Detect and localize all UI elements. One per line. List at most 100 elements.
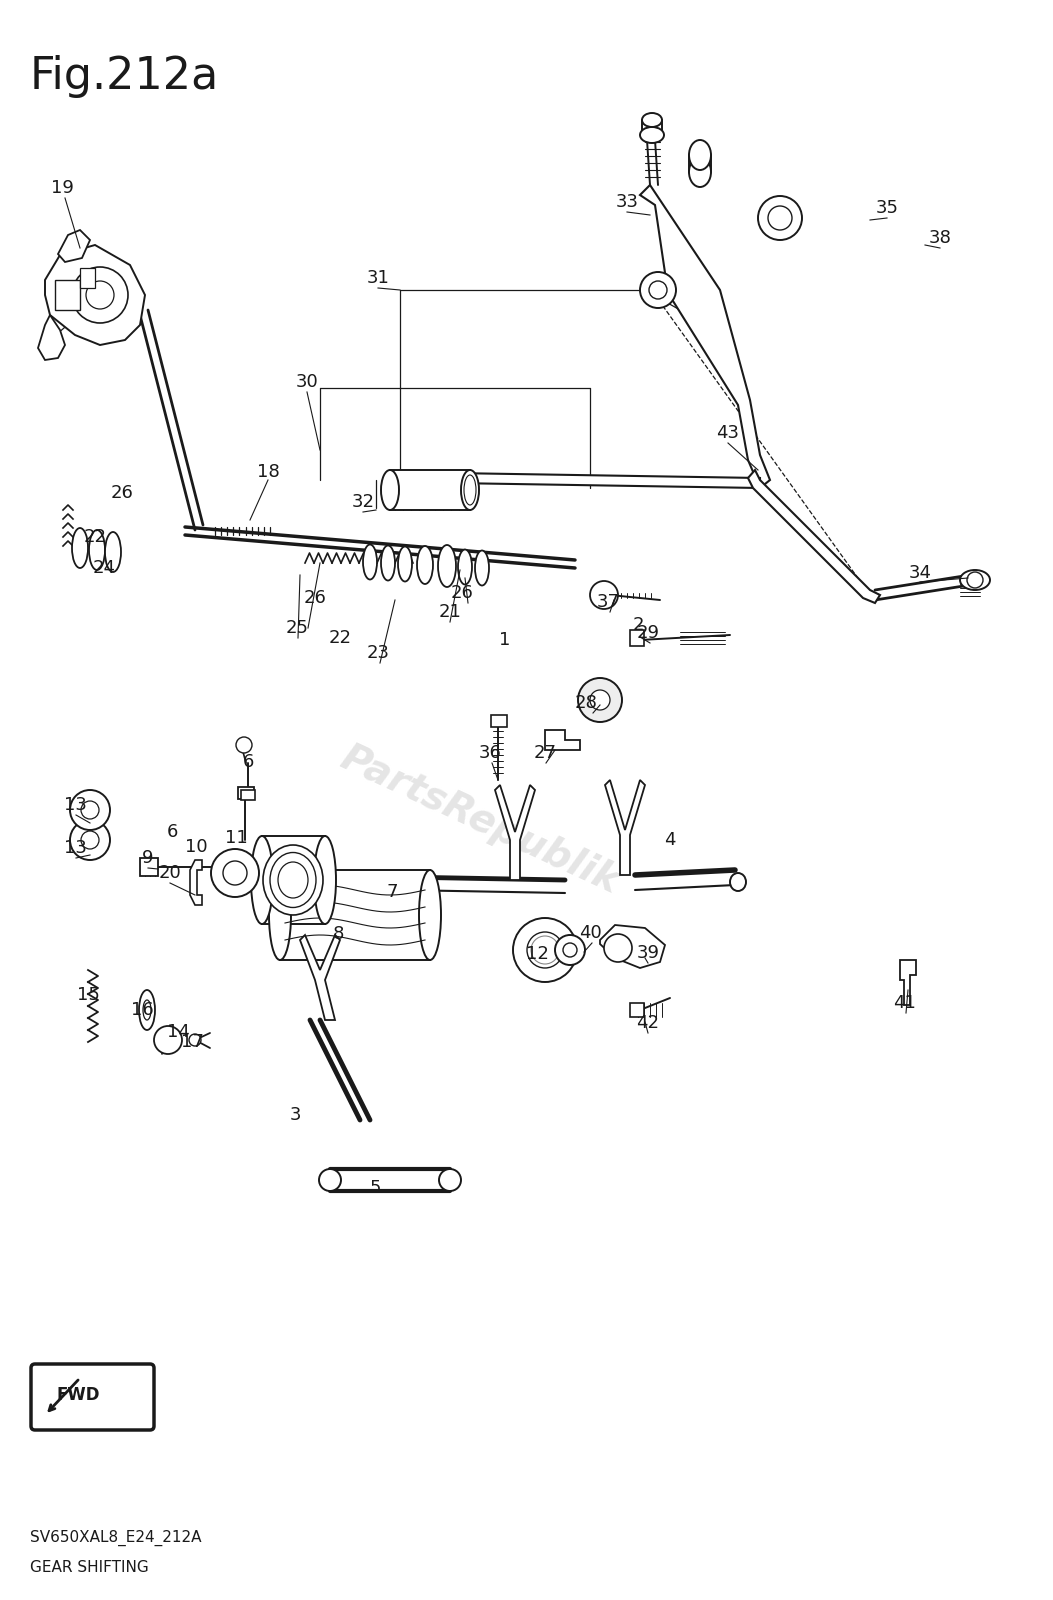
Ellipse shape xyxy=(314,835,336,925)
Text: 13: 13 xyxy=(63,795,86,814)
Bar xyxy=(262,835,325,925)
Text: 9: 9 xyxy=(142,850,154,867)
Text: 20: 20 xyxy=(159,864,181,882)
Polygon shape xyxy=(58,230,90,262)
Ellipse shape xyxy=(263,845,323,915)
Text: 26: 26 xyxy=(303,589,326,606)
Ellipse shape xyxy=(251,835,273,925)
Bar xyxy=(280,870,430,960)
Circle shape xyxy=(768,206,792,230)
Ellipse shape xyxy=(461,470,479,510)
Circle shape xyxy=(236,738,252,754)
Text: 35: 35 xyxy=(875,198,898,218)
Circle shape xyxy=(81,802,99,819)
Circle shape xyxy=(69,819,110,861)
Text: 28: 28 xyxy=(575,694,597,712)
Ellipse shape xyxy=(139,990,155,1030)
Bar xyxy=(630,1003,644,1018)
Circle shape xyxy=(649,282,667,299)
Ellipse shape xyxy=(417,546,433,584)
Circle shape xyxy=(513,918,577,982)
Circle shape xyxy=(188,1034,201,1046)
Ellipse shape xyxy=(438,546,456,587)
Text: 40: 40 xyxy=(579,925,601,942)
Ellipse shape xyxy=(278,862,307,898)
Text: 27: 27 xyxy=(534,744,556,762)
Text: 36: 36 xyxy=(478,744,501,762)
Text: 8: 8 xyxy=(333,925,343,942)
Circle shape xyxy=(81,830,99,850)
Polygon shape xyxy=(640,186,770,488)
Bar xyxy=(55,280,80,310)
Ellipse shape xyxy=(439,1170,461,1190)
Circle shape xyxy=(72,267,128,323)
Polygon shape xyxy=(605,781,645,875)
Text: 6: 6 xyxy=(242,754,254,771)
FancyBboxPatch shape xyxy=(31,1363,154,1430)
Text: 22: 22 xyxy=(329,629,352,646)
Polygon shape xyxy=(300,934,340,1021)
Ellipse shape xyxy=(689,141,711,170)
Text: 13: 13 xyxy=(63,838,86,858)
Ellipse shape xyxy=(419,870,441,960)
Circle shape xyxy=(590,581,618,610)
Bar xyxy=(140,858,158,877)
Ellipse shape xyxy=(689,157,711,187)
Bar xyxy=(491,715,506,726)
Text: 34: 34 xyxy=(909,565,932,582)
Text: 6: 6 xyxy=(166,822,178,842)
Circle shape xyxy=(86,282,114,309)
Polygon shape xyxy=(38,315,65,360)
Ellipse shape xyxy=(381,546,395,581)
Circle shape xyxy=(69,790,110,830)
Text: 16: 16 xyxy=(131,1002,154,1019)
Circle shape xyxy=(758,195,802,240)
Text: 10: 10 xyxy=(184,838,207,856)
Circle shape xyxy=(640,272,676,307)
Text: 25: 25 xyxy=(285,619,309,637)
Polygon shape xyxy=(545,730,580,750)
Text: PartsRepublik: PartsRepublik xyxy=(335,739,625,901)
Bar xyxy=(238,787,254,798)
Text: 19: 19 xyxy=(51,179,74,197)
Text: 21: 21 xyxy=(438,603,461,621)
Ellipse shape xyxy=(640,126,664,142)
Ellipse shape xyxy=(398,547,412,581)
Ellipse shape xyxy=(270,853,316,907)
Text: 14: 14 xyxy=(166,1022,190,1042)
Text: 29: 29 xyxy=(636,624,659,642)
Ellipse shape xyxy=(960,570,990,590)
Text: 22: 22 xyxy=(83,528,106,546)
Ellipse shape xyxy=(555,934,585,965)
Circle shape xyxy=(578,678,622,722)
Ellipse shape xyxy=(319,1170,341,1190)
Text: 24: 24 xyxy=(93,558,116,578)
Text: FWD: FWD xyxy=(56,1386,100,1405)
Text: 42: 42 xyxy=(636,1014,659,1032)
Bar xyxy=(80,267,95,288)
Ellipse shape xyxy=(90,530,105,570)
Ellipse shape xyxy=(72,528,88,568)
Text: 17: 17 xyxy=(180,1034,203,1051)
Text: 5: 5 xyxy=(370,1179,381,1197)
Text: 15: 15 xyxy=(77,986,99,1005)
Text: 43: 43 xyxy=(716,424,739,442)
Circle shape xyxy=(590,690,610,710)
Ellipse shape xyxy=(105,531,121,573)
Text: 2: 2 xyxy=(632,616,643,634)
Text: 32: 32 xyxy=(352,493,375,510)
Ellipse shape xyxy=(143,1000,151,1021)
Circle shape xyxy=(211,850,259,898)
Text: 7: 7 xyxy=(386,883,398,901)
Text: 3: 3 xyxy=(290,1106,301,1123)
Ellipse shape xyxy=(458,549,472,584)
Circle shape xyxy=(223,861,247,885)
Circle shape xyxy=(967,573,984,587)
Ellipse shape xyxy=(381,470,399,510)
Ellipse shape xyxy=(642,114,662,126)
Ellipse shape xyxy=(475,550,489,586)
Ellipse shape xyxy=(464,475,476,506)
Polygon shape xyxy=(190,861,202,906)
Ellipse shape xyxy=(531,936,559,963)
Text: 41: 41 xyxy=(894,994,916,1013)
